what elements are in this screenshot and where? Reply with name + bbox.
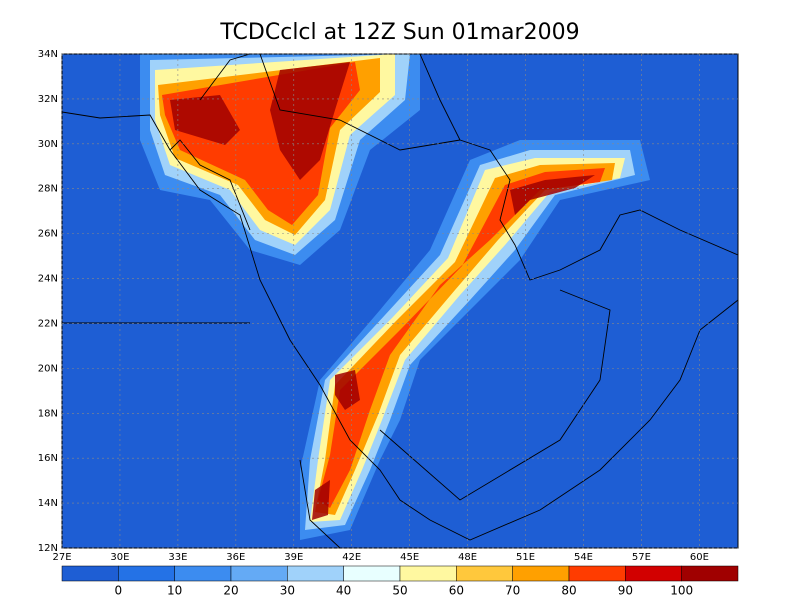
lat-tick-label: 12N (38, 543, 58, 554)
lat-tick-label: 28N (38, 184, 58, 195)
colorbar-swatch (456, 565, 513, 582)
lat-tick-label: 34N (38, 49, 58, 60)
colorbar-label: 0 (115, 584, 123, 598)
lat-tick-label: 16N (38, 453, 58, 464)
colorbar-label: 50 (392, 584, 407, 598)
colorbar-label: 10 (167, 584, 182, 598)
colorbar-swatch (174, 565, 232, 582)
colorbar-label: 100 (670, 584, 693, 598)
lon-tick-label: 33E (168, 552, 187, 563)
lon-tick-label: 51E (516, 552, 535, 563)
colorbar-swatch (61, 565, 119, 582)
colorbar-label: 40 (336, 584, 351, 598)
colorbar-swatch (399, 565, 457, 582)
colorbar-label: 20 (223, 584, 238, 598)
colorbar-label: 80 (561, 584, 576, 598)
colorbar-swatch (625, 565, 682, 582)
lon-tick-label: 45E (400, 552, 419, 563)
cloud-field (62, 54, 738, 548)
lat-tick-label: 22N (38, 318, 58, 329)
lon-tick-label: 36E (226, 552, 245, 563)
colorbar-swatch (681, 565, 739, 582)
colorbar-swatch (512, 565, 570, 582)
colorbar-swatch (230, 565, 288, 582)
lon-tick-label: 48E (458, 552, 477, 563)
colorbar-label: 60 (449, 584, 464, 598)
colorbar-label: 90 (618, 584, 633, 598)
lon-tick-label: 57E (632, 552, 651, 563)
lon-tick-label: 30E (110, 552, 129, 563)
lat-tick-label: 32N (38, 94, 58, 105)
title: TCDCclcl at 12Z Sun 01mar2009 (219, 20, 579, 45)
lon-tick-label: 27E (52, 552, 71, 563)
lat-tick-label: 26N (38, 229, 58, 240)
lon-tick-label: 39E (284, 552, 303, 563)
lat-tick-label: 30N (38, 139, 58, 150)
colorbar-label: 30 (280, 584, 295, 598)
colorbar-label: 70 (505, 584, 520, 598)
colorbar-swatch (287, 565, 344, 582)
colorbar-swatch (568, 565, 626, 582)
lat-tick-label: 14N (38, 498, 58, 509)
lat-tick-label: 24N (38, 274, 58, 285)
colorbar-swatch (118, 565, 175, 582)
lon-tick-label: 60E (690, 552, 709, 563)
colorbar-swatch (343, 565, 401, 582)
lat-tick-label: 18N (38, 408, 58, 419)
lon-tick-label: 54E (574, 552, 593, 563)
lon-tick-label: 42E (342, 552, 361, 563)
lat-tick-label: 20N (38, 363, 58, 374)
